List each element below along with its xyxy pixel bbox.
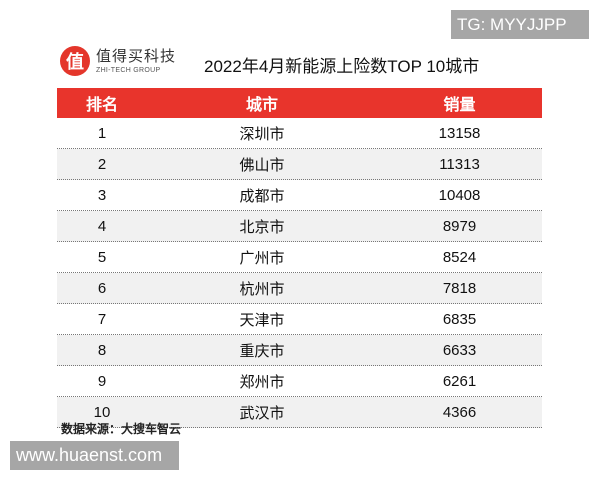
cell-rank: 7 [97,310,107,328]
cell-city: 广州市 [239,249,285,267]
header-rank: 排名 [85,97,118,114]
table-row: 9 郑州市 6261 [57,366,542,397]
cell-rank: 9 [97,372,107,390]
header-city: 城市 [245,97,278,114]
cell-sales: 13158 [438,124,481,142]
cell-rank: 4 [97,217,107,235]
ranking-table: 排名 城市 销量 1 深圳市 13158 2 佛山市 11313 3 成都市 1… [57,88,542,428]
cell-city: 深圳市 [239,125,285,143]
cell-sales: 4366 [442,403,477,421]
table-row: 10 武汉市 4366 [57,397,542,428]
watermark-bottom: www.huaenst.com [10,441,179,470]
logo-name-cn: 值得买科技 [96,47,177,65]
cell-sales: 7818 [442,279,477,297]
cell-rank: 8 [97,341,107,359]
cell-rank: 3 [97,186,107,204]
cell-sales: 8979 [442,217,477,235]
table-row: 8 重庆市 6633 [57,335,542,366]
cell-city: 成都市 [239,187,285,205]
cell-city: 北京市 [239,218,285,236]
cell-rank: 5 [97,248,107,266]
cell-rank: 2 [97,155,107,173]
cell-sales: 6633 [442,341,477,359]
cell-sales: 11313 [439,155,480,173]
cell-city: 郑州市 [239,373,285,391]
page-title: 2022年4月新能源上险数TOP 10城市 [204,57,480,76]
cell-sales: 6261 [442,372,477,390]
cell-rank: 1 [97,124,107,142]
table-row: 7 天津市 6835 [57,304,542,335]
logo-name-en: ZHI-TECH GROUP [96,66,161,74]
table-row: 6 杭州市 7818 [57,273,542,304]
header-sales: 销量 [443,97,476,114]
table-row: 4 北京市 8979 [57,211,542,242]
table-row: 2 佛山市 11313 [57,149,542,180]
cell-rank: 6 [97,279,107,297]
cell-rank: 10 [93,403,111,421]
cell-sales: 8524 [442,248,477,266]
cell-city: 杭州市 [239,280,285,298]
table-header: 排名 城市 销量 [57,88,542,118]
table-row: 3 成都市 10408 [57,180,542,211]
table-row: 5 广州市 8524 [57,242,542,273]
watermark-top: TG: MYYJJPP [451,10,589,39]
data-source: 数据来源：大搜车智云 [61,422,182,436]
cell-city: 佛山市 [239,156,285,174]
cell-city: 天津市 [239,311,285,329]
cell-city: 武汉市 [239,404,285,422]
cell-sales: 10408 [438,186,481,204]
cell-city: 重庆市 [239,342,285,360]
cell-sales: 6835 [442,310,477,328]
table-row: 1 深圳市 13158 [57,118,542,149]
logo: 值 值得买科技 ZHI-TECH GROUP [60,46,176,76]
logo-badge-icon: 值 [60,46,90,76]
